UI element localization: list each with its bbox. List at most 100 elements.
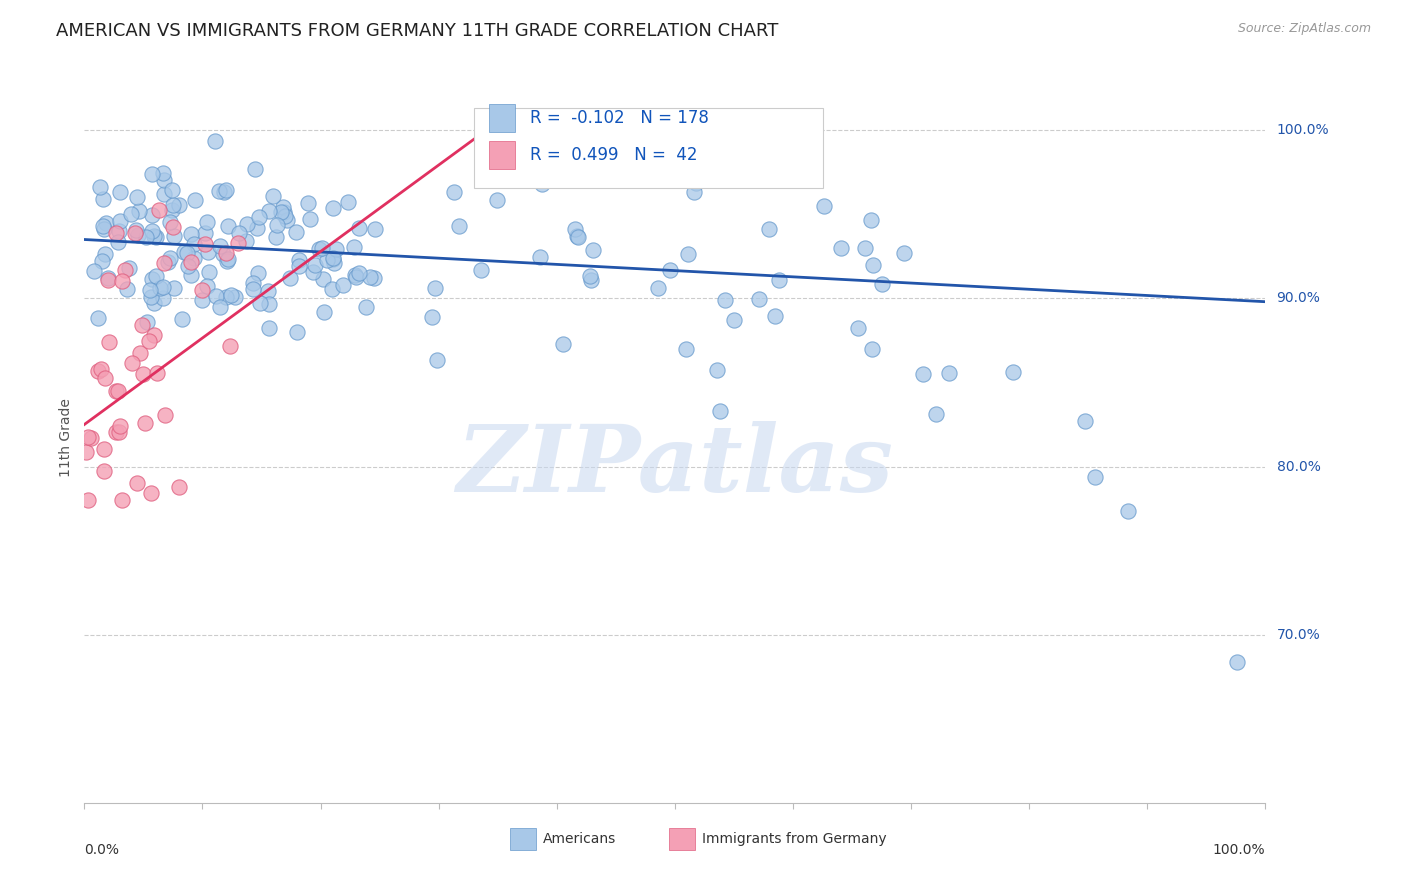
- Point: [204, 289, 226, 303]
- Point: [853, 241, 876, 255]
- Point: [145, 269, 167, 284]
- Point: [706, 363, 728, 377]
- Point: [322, 201, 344, 215]
- Point: [163, 229, 186, 244]
- Point: [314, 304, 336, 318]
- Point: [288, 260, 311, 274]
- Point: [114, 263, 136, 277]
- Point: [332, 277, 354, 292]
- Point: [246, 221, 269, 235]
- Point: [925, 407, 948, 421]
- Point: [141, 290, 163, 304]
- Point: [354, 301, 377, 315]
- Point: [242, 277, 264, 291]
- Point: [219, 339, 242, 353]
- Point: [257, 204, 280, 219]
- Point: [125, 222, 148, 236]
- Point: [169, 480, 191, 494]
- Point: [426, 353, 449, 368]
- Point: [257, 320, 280, 334]
- Point: [425, 281, 447, 295]
- Bar: [669, 829, 695, 850]
- Point: [1226, 655, 1249, 669]
- Point: [139, 486, 162, 500]
- Point: [194, 227, 217, 241]
- Point: [104, 384, 127, 398]
- Point: [97, 271, 120, 285]
- Point: [124, 226, 146, 240]
- Point: [298, 212, 321, 227]
- Point: [256, 284, 278, 298]
- Text: Source: ZipAtlas.com: Source: ZipAtlas.com: [1237, 22, 1371, 36]
- Point: [859, 213, 882, 227]
- Point: [93, 371, 115, 385]
- Point: [683, 186, 706, 200]
- Point: [567, 229, 589, 244]
- Point: [217, 252, 239, 266]
- Point: [236, 217, 259, 231]
- Point: [748, 293, 770, 307]
- Point: [249, 295, 271, 310]
- Point: [104, 226, 127, 240]
- Point: [141, 208, 163, 222]
- Point: [98, 334, 121, 349]
- Point: [270, 205, 292, 219]
- Point: [685, 177, 707, 191]
- Point: [77, 493, 100, 508]
- Point: [266, 218, 288, 232]
- Point: [224, 290, 246, 304]
- Point: [152, 166, 174, 180]
- Point: [347, 266, 370, 280]
- Point: [363, 271, 385, 285]
- Point: [217, 219, 239, 234]
- Point: [246, 266, 269, 280]
- Point: [714, 293, 737, 307]
- Point: [344, 269, 367, 284]
- Point: [128, 204, 150, 219]
- Point: [127, 476, 149, 491]
- Point: [190, 293, 212, 308]
- Point: [94, 247, 117, 261]
- Point: [159, 215, 181, 229]
- Point: [145, 229, 167, 244]
- Point: [208, 238, 231, 252]
- Point: [208, 184, 231, 198]
- Point: [142, 296, 165, 310]
- Point: [316, 252, 339, 267]
- Point: [107, 384, 129, 399]
- Point: [131, 318, 153, 332]
- Point: [768, 272, 790, 286]
- Point: [148, 203, 170, 218]
- Point: [322, 251, 344, 265]
- Point: [86, 310, 108, 325]
- Point: [215, 246, 238, 260]
- Point: [87, 364, 110, 378]
- Point: [344, 268, 367, 282]
- Point: [153, 186, 176, 201]
- Point: [582, 243, 605, 257]
- Point: [135, 229, 157, 244]
- Point: [194, 236, 217, 251]
- Text: 100.0%: 100.0%: [1277, 123, 1329, 137]
- Point: [470, 263, 492, 277]
- Point: [938, 366, 960, 380]
- Point: [301, 265, 323, 279]
- Point: [364, 222, 387, 236]
- Point: [148, 281, 170, 295]
- Point: [128, 346, 150, 360]
- Point: [107, 235, 129, 250]
- Point: [274, 210, 297, 224]
- Point: [162, 183, 184, 197]
- Text: 90.0%: 90.0%: [1277, 292, 1320, 305]
- Point: [183, 236, 205, 251]
- Point: [138, 284, 160, 298]
- Point: [758, 222, 780, 236]
- Point: [127, 227, 149, 242]
- Point: [162, 198, 184, 212]
- Point: [304, 258, 326, 272]
- Point: [529, 250, 551, 264]
- Point: [176, 259, 198, 273]
- Point: [90, 361, 112, 376]
- Point: [342, 240, 364, 254]
- Point: [311, 241, 333, 255]
